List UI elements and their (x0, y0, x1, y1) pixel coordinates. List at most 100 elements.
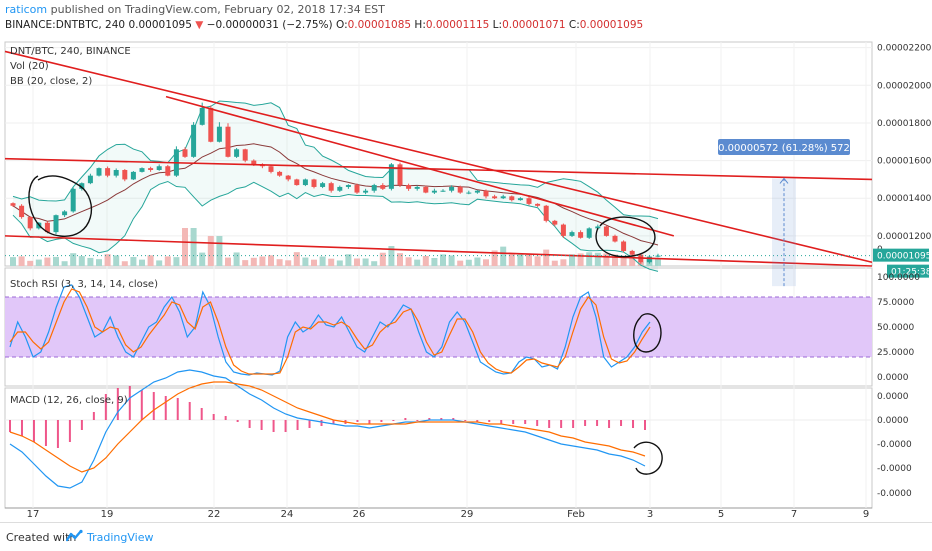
macd-histogram-bar (380, 420, 383, 422)
volume-bar (388, 246, 395, 266)
volume-bar (586, 252, 593, 266)
macd-histogram-bar (548, 420, 551, 428)
volume-bar (534, 256, 541, 266)
volume-bar (345, 254, 352, 266)
volume-bar (10, 257, 16, 266)
candle-body (216, 126, 222, 142)
volume-bar (319, 256, 326, 266)
volume-bar (87, 257, 94, 266)
candle-body (483, 190, 489, 197)
macd-histogram-bar (596, 420, 599, 426)
volume-bar (285, 260, 292, 266)
macd-signal-line (9, 381, 646, 473)
macd-histogram-bar (416, 420, 419, 421)
measure-arrowhead (779, 177, 789, 184)
footer: Created with TradingView (0, 522, 932, 551)
candle-body (148, 168, 154, 170)
volume-bar (302, 257, 309, 266)
macd-line (9, 369, 646, 489)
macd-histogram-bar (632, 420, 635, 428)
y-tick-label-rsi: 75.0000 (877, 298, 914, 308)
candle-body (225, 126, 231, 157)
bollinger-fill (13, 101, 658, 272)
volume-bar (70, 253, 77, 266)
x-tick-label: Feb (567, 509, 585, 520)
publish-info: published on TradingView.com, February 0… (50, 3, 385, 16)
macd-histogram-bar (536, 420, 539, 426)
macd-histogram-bar (500, 420, 503, 424)
y-tick-label-rsi: 100.0000 (877, 273, 920, 283)
macd-histogram-bar (32, 420, 35, 442)
macd-histogram-bar (272, 420, 275, 432)
y-tick-label-main: 0.00001200 (877, 232, 932, 242)
candle-body (19, 205, 25, 218)
volume-bar (61, 261, 68, 266)
candle-body (105, 168, 111, 176)
rsi-band-fill (5, 297, 872, 357)
macd-histogram-bar (476, 420, 479, 422)
last-price: 0.00001095 (128, 19, 192, 31)
candle-body (199, 107, 205, 125)
volume-bar (173, 257, 180, 266)
stoch-rsi-label: Stoch RSI (3, 3, 14, 14, close) (10, 279, 158, 290)
price-tag-text: 0.00001095 (877, 252, 931, 262)
y-tick-label-main: 0.00001600 (877, 157, 932, 167)
macd-histogram-bar (368, 420, 371, 424)
candle-body (251, 160, 257, 165)
volume-bar (569, 254, 575, 266)
candle-body (122, 170, 128, 180)
macd-histogram-bar (44, 420, 47, 446)
volume-bar (225, 257, 231, 266)
high-value: 0.00001115 (425, 19, 490, 31)
candle-body (294, 179, 300, 186)
down-arrow-icon: ▼ (195, 19, 204, 31)
volume-bar (139, 259, 145, 266)
macd-histogram-bar (452, 418, 455, 420)
volume-bar (517, 253, 524, 266)
volume-bar (18, 256, 25, 266)
candle-body (156, 166, 162, 170)
price-change: −0.00000031 (−2.75%) (206, 19, 333, 31)
volume-bar (336, 260, 343, 266)
tradingview-brand-link[interactable]: TradingView (87, 531, 154, 544)
macd-histogram-bar (608, 420, 611, 428)
candle-body (517, 198, 523, 201)
candle-body (130, 171, 136, 180)
y-tick-label-rsi: 50.0000 (877, 323, 914, 333)
low-value: 0.00001071 (502, 19, 566, 31)
macd-histogram-bar (584, 420, 587, 426)
macd-histogram-bar (80, 420, 83, 430)
x-tick-label: 19 (101, 509, 114, 520)
volume-bar (629, 256, 636, 266)
author-link[interactable]: raticom (5, 3, 48, 16)
candle-body (380, 185, 386, 189)
x-tick-label: 17 (27, 509, 40, 520)
volume-bar (362, 258, 369, 266)
publish-line: raticom published on TradingView.com, Fe… (5, 3, 385, 16)
volume-bar (311, 259, 317, 266)
y-tick-label-main: 0.00002000 (877, 81, 932, 91)
macd-histogram-bar (56, 420, 59, 448)
y-tick-label-rsi: 25.0000 (877, 348, 914, 358)
rsi-series-k (9, 284, 651, 376)
macd-histogram-bar (308, 420, 311, 428)
candle-body (191, 124, 197, 157)
candle-body (277, 171, 283, 176)
created-with-label: Created with (6, 531, 77, 544)
candle-body (414, 186, 420, 189)
trendline-0 (4, 50, 873, 264)
candle-body (208, 107, 214, 142)
chart-header: raticom published on TradingView.com, Fe… (0, 0, 932, 36)
volume-bar (371, 261, 378, 266)
candle-body (457, 186, 463, 193)
timer-tag-text: 01:25:38 (891, 268, 932, 278)
volume-bar (27, 260, 34, 266)
candle-body (449, 186, 455, 191)
volume-indicator-label: Vol (20) (10, 61, 49, 72)
volume-bar (620, 255, 627, 266)
symbol-label: BINANCE:DNTBTC, 240 (5, 19, 126, 31)
chart-canvas[interactable]: 0.00000572 (61.28%) 572 17 19 22 24 26 29 Feb 3… (0, 0, 932, 522)
volume-bar (268, 255, 274, 266)
volume-bar (96, 259, 102, 266)
candle-body (268, 166, 274, 172)
